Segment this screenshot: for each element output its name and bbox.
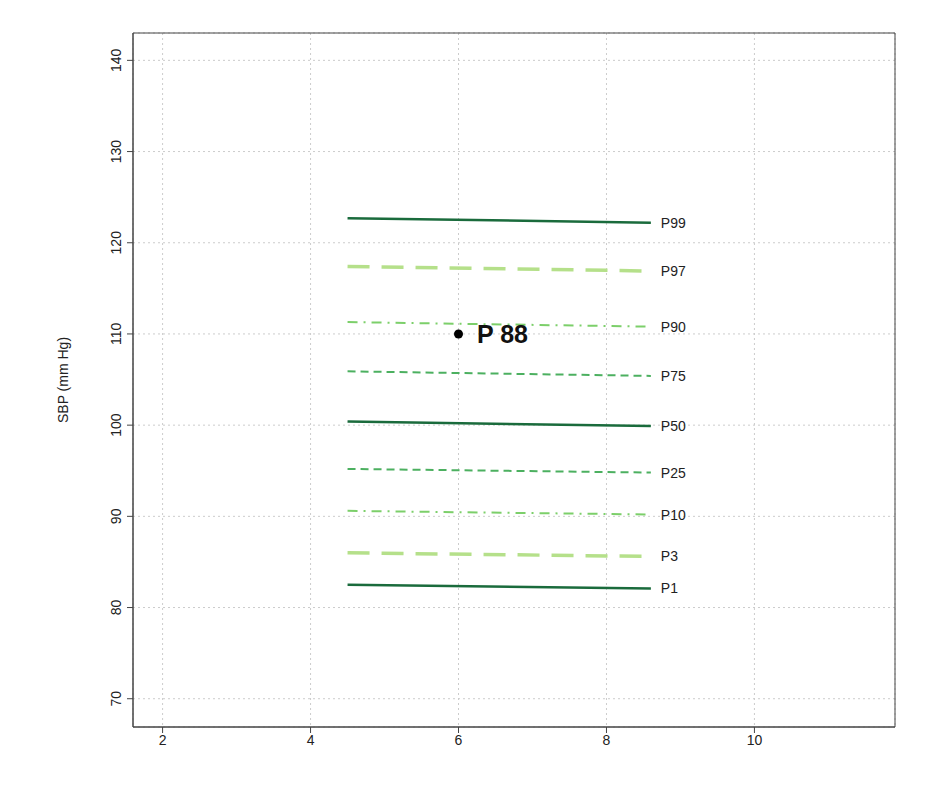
svg-text:P 88: P 88 [477, 320, 528, 348]
svg-text:4: 4 [307, 732, 315, 748]
svg-text:P50: P50 [661, 418, 686, 434]
svg-text:140: 140 [108, 48, 124, 72]
svg-text:2: 2 [159, 732, 167, 748]
svg-text:P25: P25 [661, 465, 686, 481]
svg-text:P3: P3 [661, 548, 678, 564]
svg-text:P99: P99 [661, 215, 686, 231]
svg-text:80: 80 [108, 600, 124, 616]
svg-text:130: 130 [108, 140, 124, 164]
svg-text:70: 70 [108, 691, 124, 707]
svg-text:P10: P10 [661, 507, 686, 523]
svg-text:90: 90 [108, 508, 124, 524]
svg-text:120: 120 [108, 231, 124, 255]
svg-text:P90: P90 [661, 319, 686, 335]
svg-text:110: 110 [108, 323, 124, 346]
svg-text:SBP (mm Hg): SBP (mm Hg) [55, 337, 71, 423]
svg-text:P97: P97 [661, 263, 686, 279]
svg-text:100: 100 [108, 413, 124, 437]
svg-text:P75: P75 [661, 368, 686, 384]
svg-text:6: 6 [455, 732, 463, 748]
svg-text:P1: P1 [661, 580, 678, 596]
svg-text:8: 8 [603, 732, 611, 748]
svg-text:10: 10 [747, 732, 763, 748]
